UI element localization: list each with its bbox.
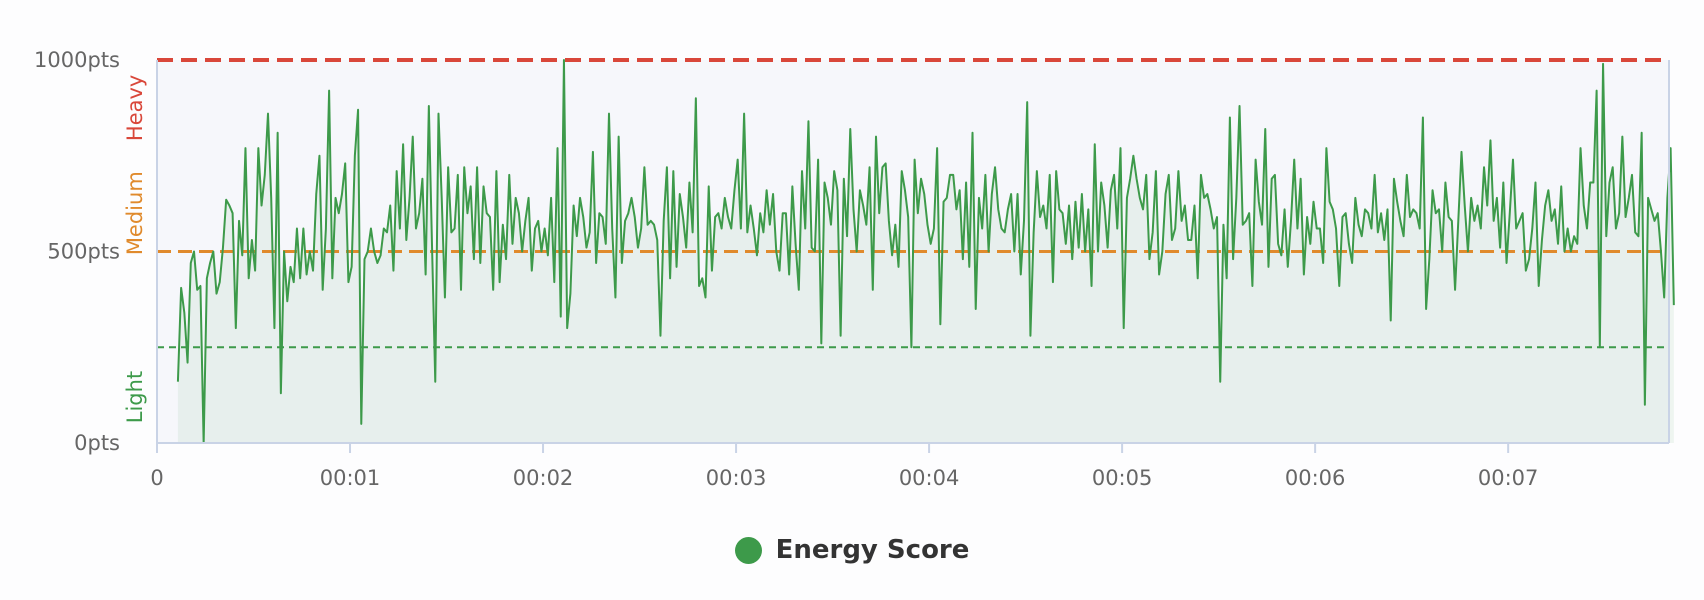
y-tick-label: 500pts xyxy=(47,240,120,264)
legend-label: Energy Score xyxy=(775,535,970,565)
x-tick-label: 0 xyxy=(150,466,163,490)
x-axis-ticks: 0 00:01 00:02 00:03 00:04 00:05 00:06 00:07 xyxy=(150,443,1538,490)
legend-item-energy-score[interactable]: Energy Score xyxy=(734,535,970,565)
y-axis-ticks: 0pts 500pts 1000pts xyxy=(34,48,120,455)
legend-marker-icon xyxy=(734,536,762,564)
energy-score-line xyxy=(176,59,1675,444)
x-tick-label: 00:07 xyxy=(1478,466,1539,490)
zone-labels: Heavy Medium Light xyxy=(123,75,147,424)
x-tick-label: 00:03 xyxy=(706,466,767,490)
y-tick-label: 1000pts xyxy=(34,48,120,72)
zone-label-light: Light xyxy=(123,371,147,423)
axes xyxy=(156,60,1670,444)
x-tick-label: 00:02 xyxy=(513,466,574,490)
zone-label-medium: Medium xyxy=(123,171,147,255)
x-tick-label: 00:06 xyxy=(1285,466,1346,490)
x-tick-label: 00:01 xyxy=(320,466,381,490)
x-tick-label: 00:05 xyxy=(1092,466,1153,490)
legend: Energy Score xyxy=(0,530,1704,570)
zone-label-heavy: Heavy xyxy=(123,75,147,141)
y-tick-label: 0pts xyxy=(74,431,120,455)
x-tick-label: 00:04 xyxy=(899,466,960,490)
